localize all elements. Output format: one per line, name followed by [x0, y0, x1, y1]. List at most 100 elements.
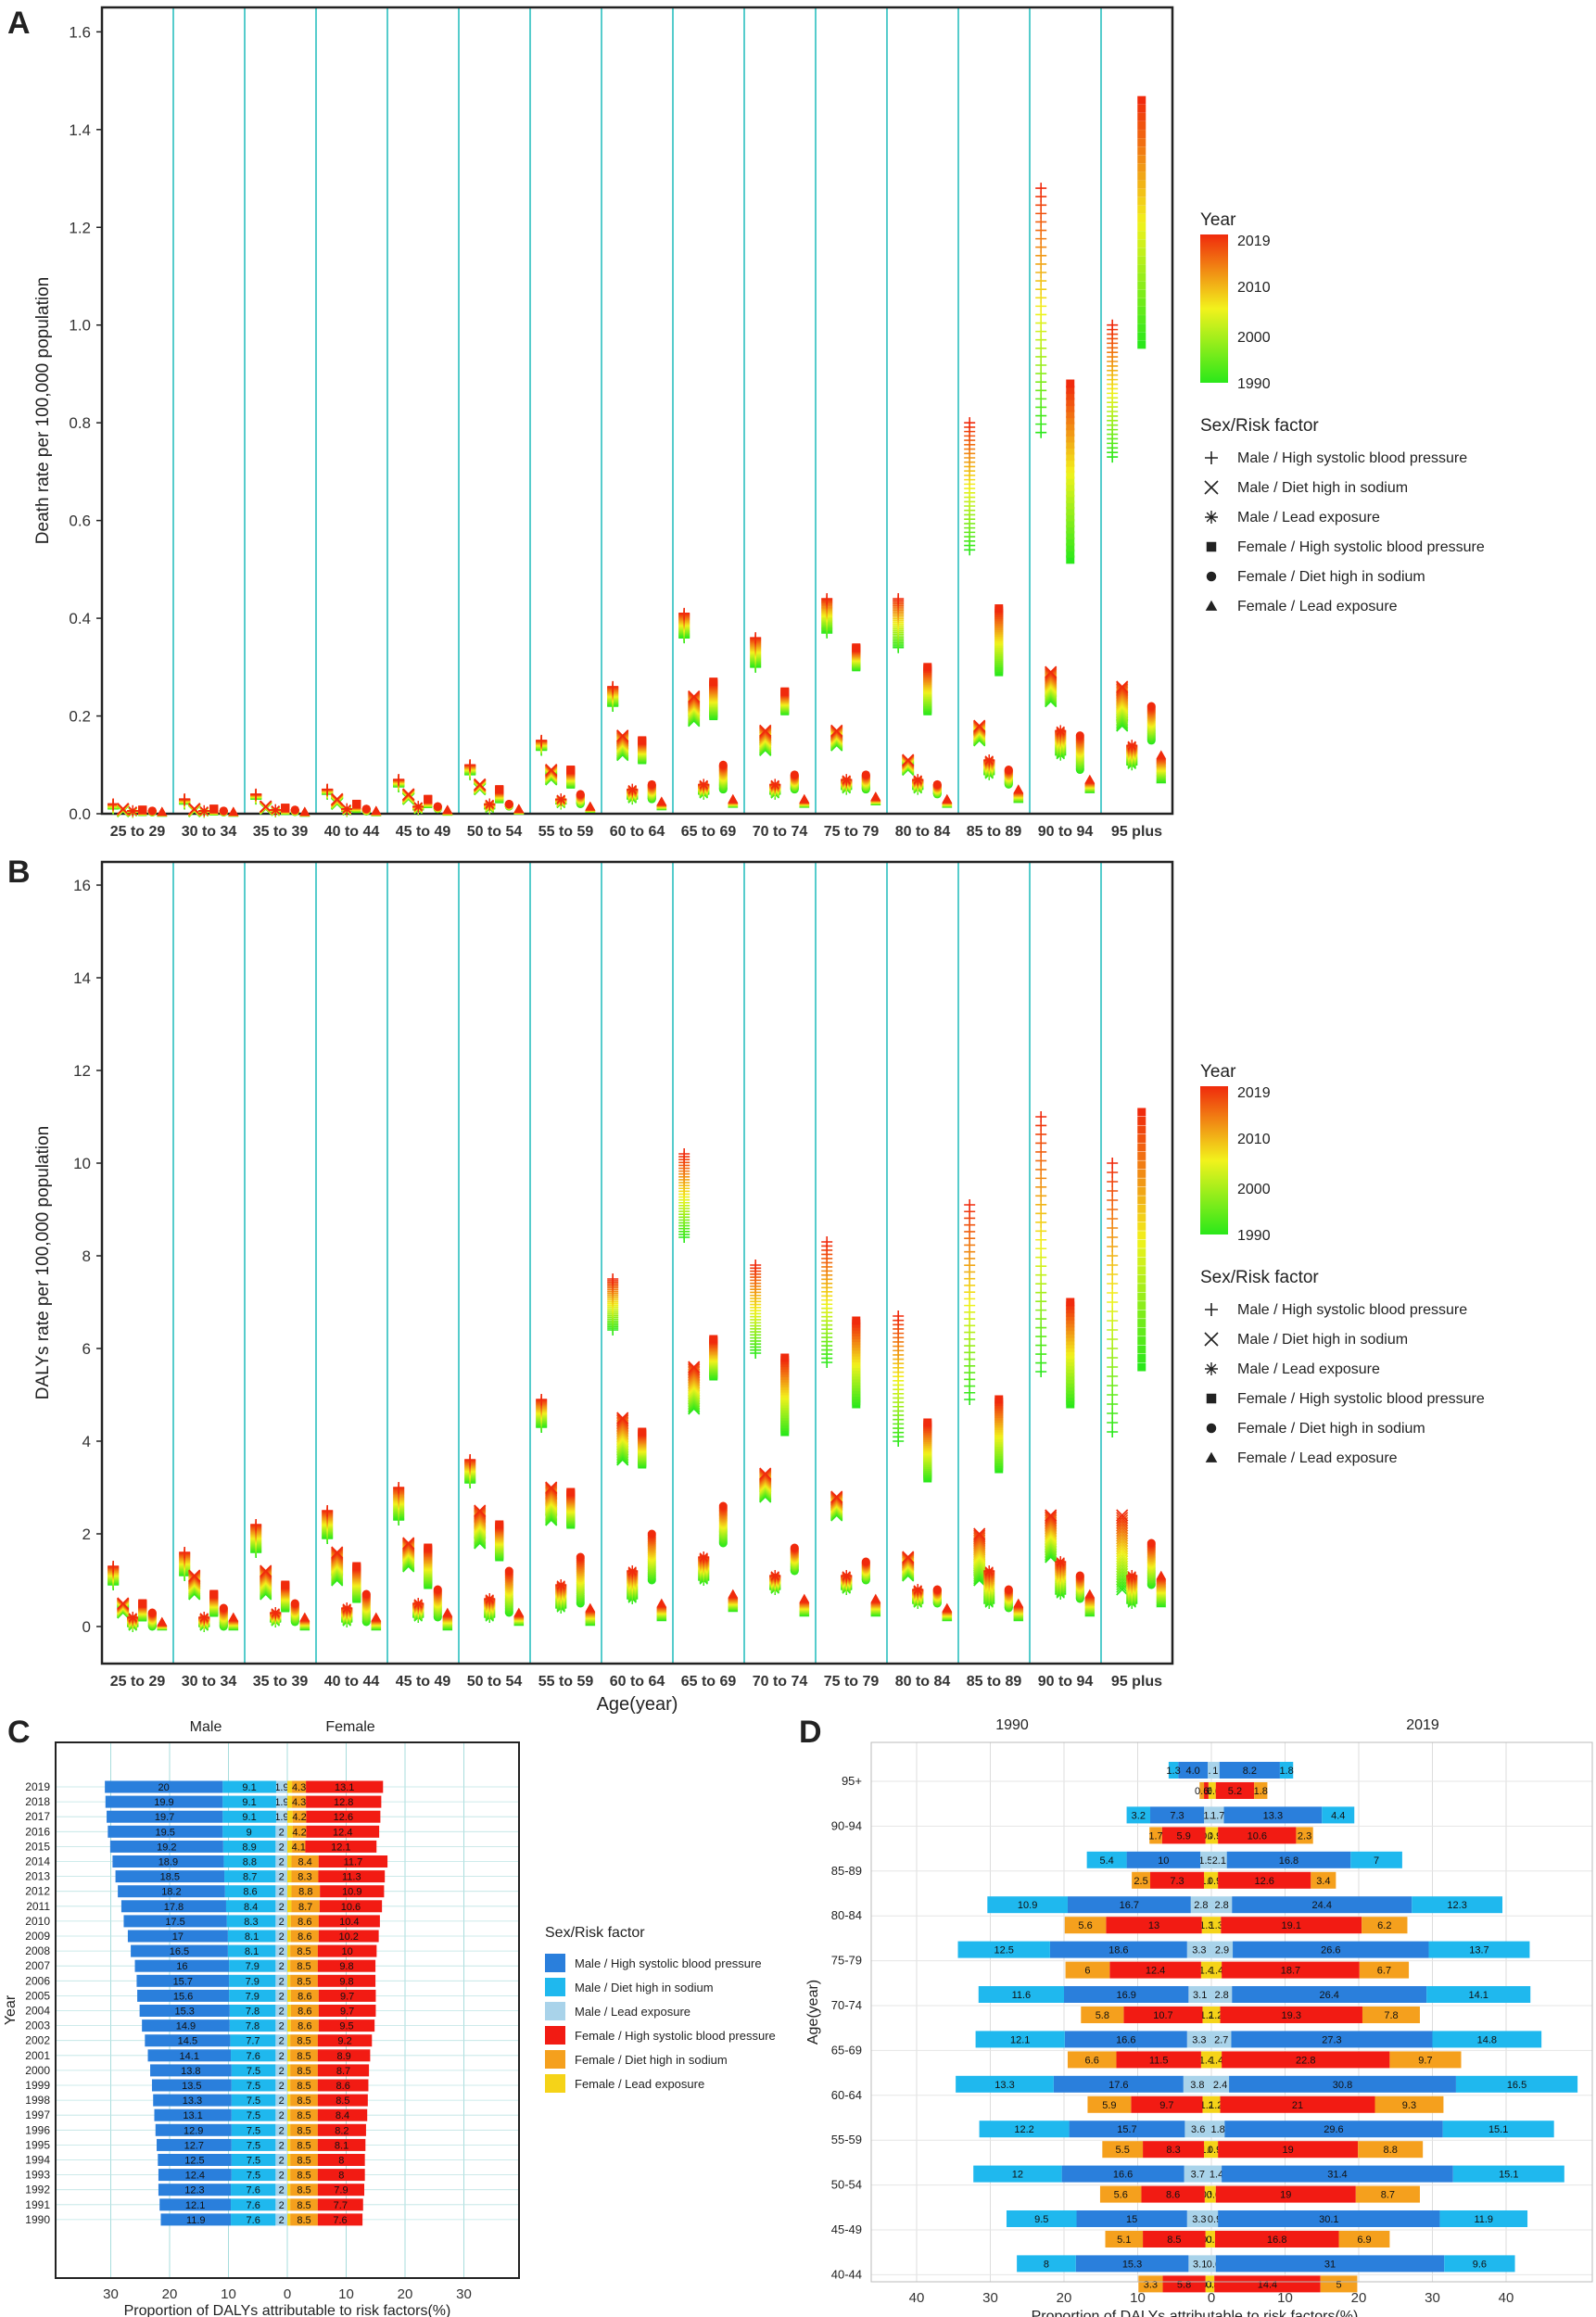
data-point — [433, 802, 442, 811]
data-point — [1137, 213, 1146, 222]
data-point — [1116, 686, 1129, 699]
data-point — [545, 1486, 558, 1499]
data-point — [322, 1505, 334, 1516]
data-point — [250, 788, 262, 800]
panel-label-d: D — [799, 1715, 822, 1750]
panel-label-c: C — [7, 1715, 31, 1750]
legend-label: Male / High systolic blood pressure — [1237, 450, 1467, 466]
data-point — [1066, 403, 1075, 412]
data-point — [616, 1416, 629, 1429]
series-triangle — [157, 750, 1167, 817]
data-point — [1156, 750, 1167, 759]
y-tick-label: 0.4 — [69, 610, 91, 627]
x-tick-label: 70 to 74 — [753, 824, 808, 840]
y-tick-label: 16 — [73, 877, 91, 894]
data-point — [1066, 513, 1075, 522]
series-asterisk — [127, 725, 1138, 818]
data-point — [1137, 130, 1146, 139]
data-point — [1066, 519, 1075, 528]
data-point — [555, 793, 567, 805]
data-point — [198, 804, 210, 817]
data-point — [1137, 1301, 1146, 1310]
data-point — [1137, 112, 1146, 121]
data-point — [1066, 543, 1075, 552]
data-point — [1137, 95, 1146, 105]
plot-frame-b — [100, 860, 1174, 1665]
data-point — [678, 607, 690, 619]
data-point — [1045, 1514, 1058, 1527]
data-point — [1066, 1298, 1075, 1307]
x-tick-label: 60 to 64 — [610, 824, 665, 840]
data-point — [821, 1236, 833, 1247]
data-point — [536, 734, 548, 746]
data-point — [270, 1607, 282, 1618]
data-point — [1066, 506, 1075, 515]
data-point — [616, 1412, 629, 1426]
data-point — [942, 793, 953, 804]
data-point — [290, 805, 299, 815]
data-point — [709, 677, 718, 687]
x-tick-label: 40 to 44 — [324, 824, 380, 840]
data-point — [1045, 665, 1058, 678]
data-point — [1137, 315, 1146, 324]
data-point — [780, 687, 790, 696]
data-point — [912, 1584, 924, 1595]
x-tick-label: 50 to 54 — [467, 1674, 523, 1690]
data-point — [393, 774, 405, 786]
data-point — [1066, 379, 1075, 388]
data-point — [688, 690, 701, 703]
data-point — [932, 779, 942, 789]
data-point — [1137, 231, 1146, 240]
data-point — [1137, 289, 1146, 298]
y-tick-label: 10 — [73, 1155, 91, 1172]
data-point — [188, 803, 201, 816]
data-point — [688, 1365, 701, 1378]
data-point — [495, 785, 504, 794]
data-point — [893, 1310, 905, 1322]
data-point — [504, 799, 513, 808]
x-tick-label: 95 plus — [1111, 824, 1162, 840]
data-point — [1137, 1266, 1146, 1275]
data-point — [627, 1565, 639, 1576]
data-point — [352, 1562, 361, 1571]
data-point — [688, 1363, 701, 1376]
y-tick-label: 0.2 — [69, 708, 91, 726]
data-point — [1137, 1178, 1146, 1187]
data-point — [1116, 1509, 1129, 1522]
legend-marker-circle — [1206, 571, 1217, 582]
y-tick-label: 0.0 — [69, 805, 91, 823]
data-point — [1137, 1310, 1146, 1319]
legend-marker-square — [1206, 541, 1217, 552]
y-axis-label: Death rate per 100,000 population — [33, 277, 53, 544]
data-point — [1137, 1108, 1146, 1117]
data-point — [1137, 247, 1146, 257]
data-point — [718, 1501, 728, 1511]
series-x — [117, 665, 1129, 817]
data-point — [1066, 391, 1075, 400]
y-tick-label: 2 — [82, 1526, 91, 1543]
year-tick-label: 2019 — [1237, 234, 1271, 249]
data-point — [1116, 1512, 1129, 1525]
data-point — [108, 1561, 120, 1572]
data-point — [1137, 120, 1146, 130]
data-point — [688, 1361, 701, 1375]
plot-border — [100, 860, 1174, 1665]
data-point — [1137, 1186, 1146, 1196]
data-point — [1066, 470, 1075, 479]
panel-label-a: A — [7, 6, 31, 41]
data-point — [790, 770, 799, 779]
data-point — [1066, 464, 1075, 474]
data-point — [484, 1593, 496, 1604]
data-point — [790, 1543, 799, 1552]
y-tick-label: 0.8 — [69, 414, 91, 432]
data-point — [1107, 319, 1119, 331]
data-point — [442, 804, 453, 814]
data-point — [1116, 681, 1129, 694]
data-point — [973, 1529, 986, 1542]
series-x — [117, 1361, 1129, 1619]
x-tick-label: 35 to 39 — [253, 1674, 309, 1690]
data-point — [1066, 488, 1075, 498]
data-point — [1066, 386, 1075, 395]
data-point — [228, 806, 239, 817]
data-point — [973, 1532, 986, 1545]
